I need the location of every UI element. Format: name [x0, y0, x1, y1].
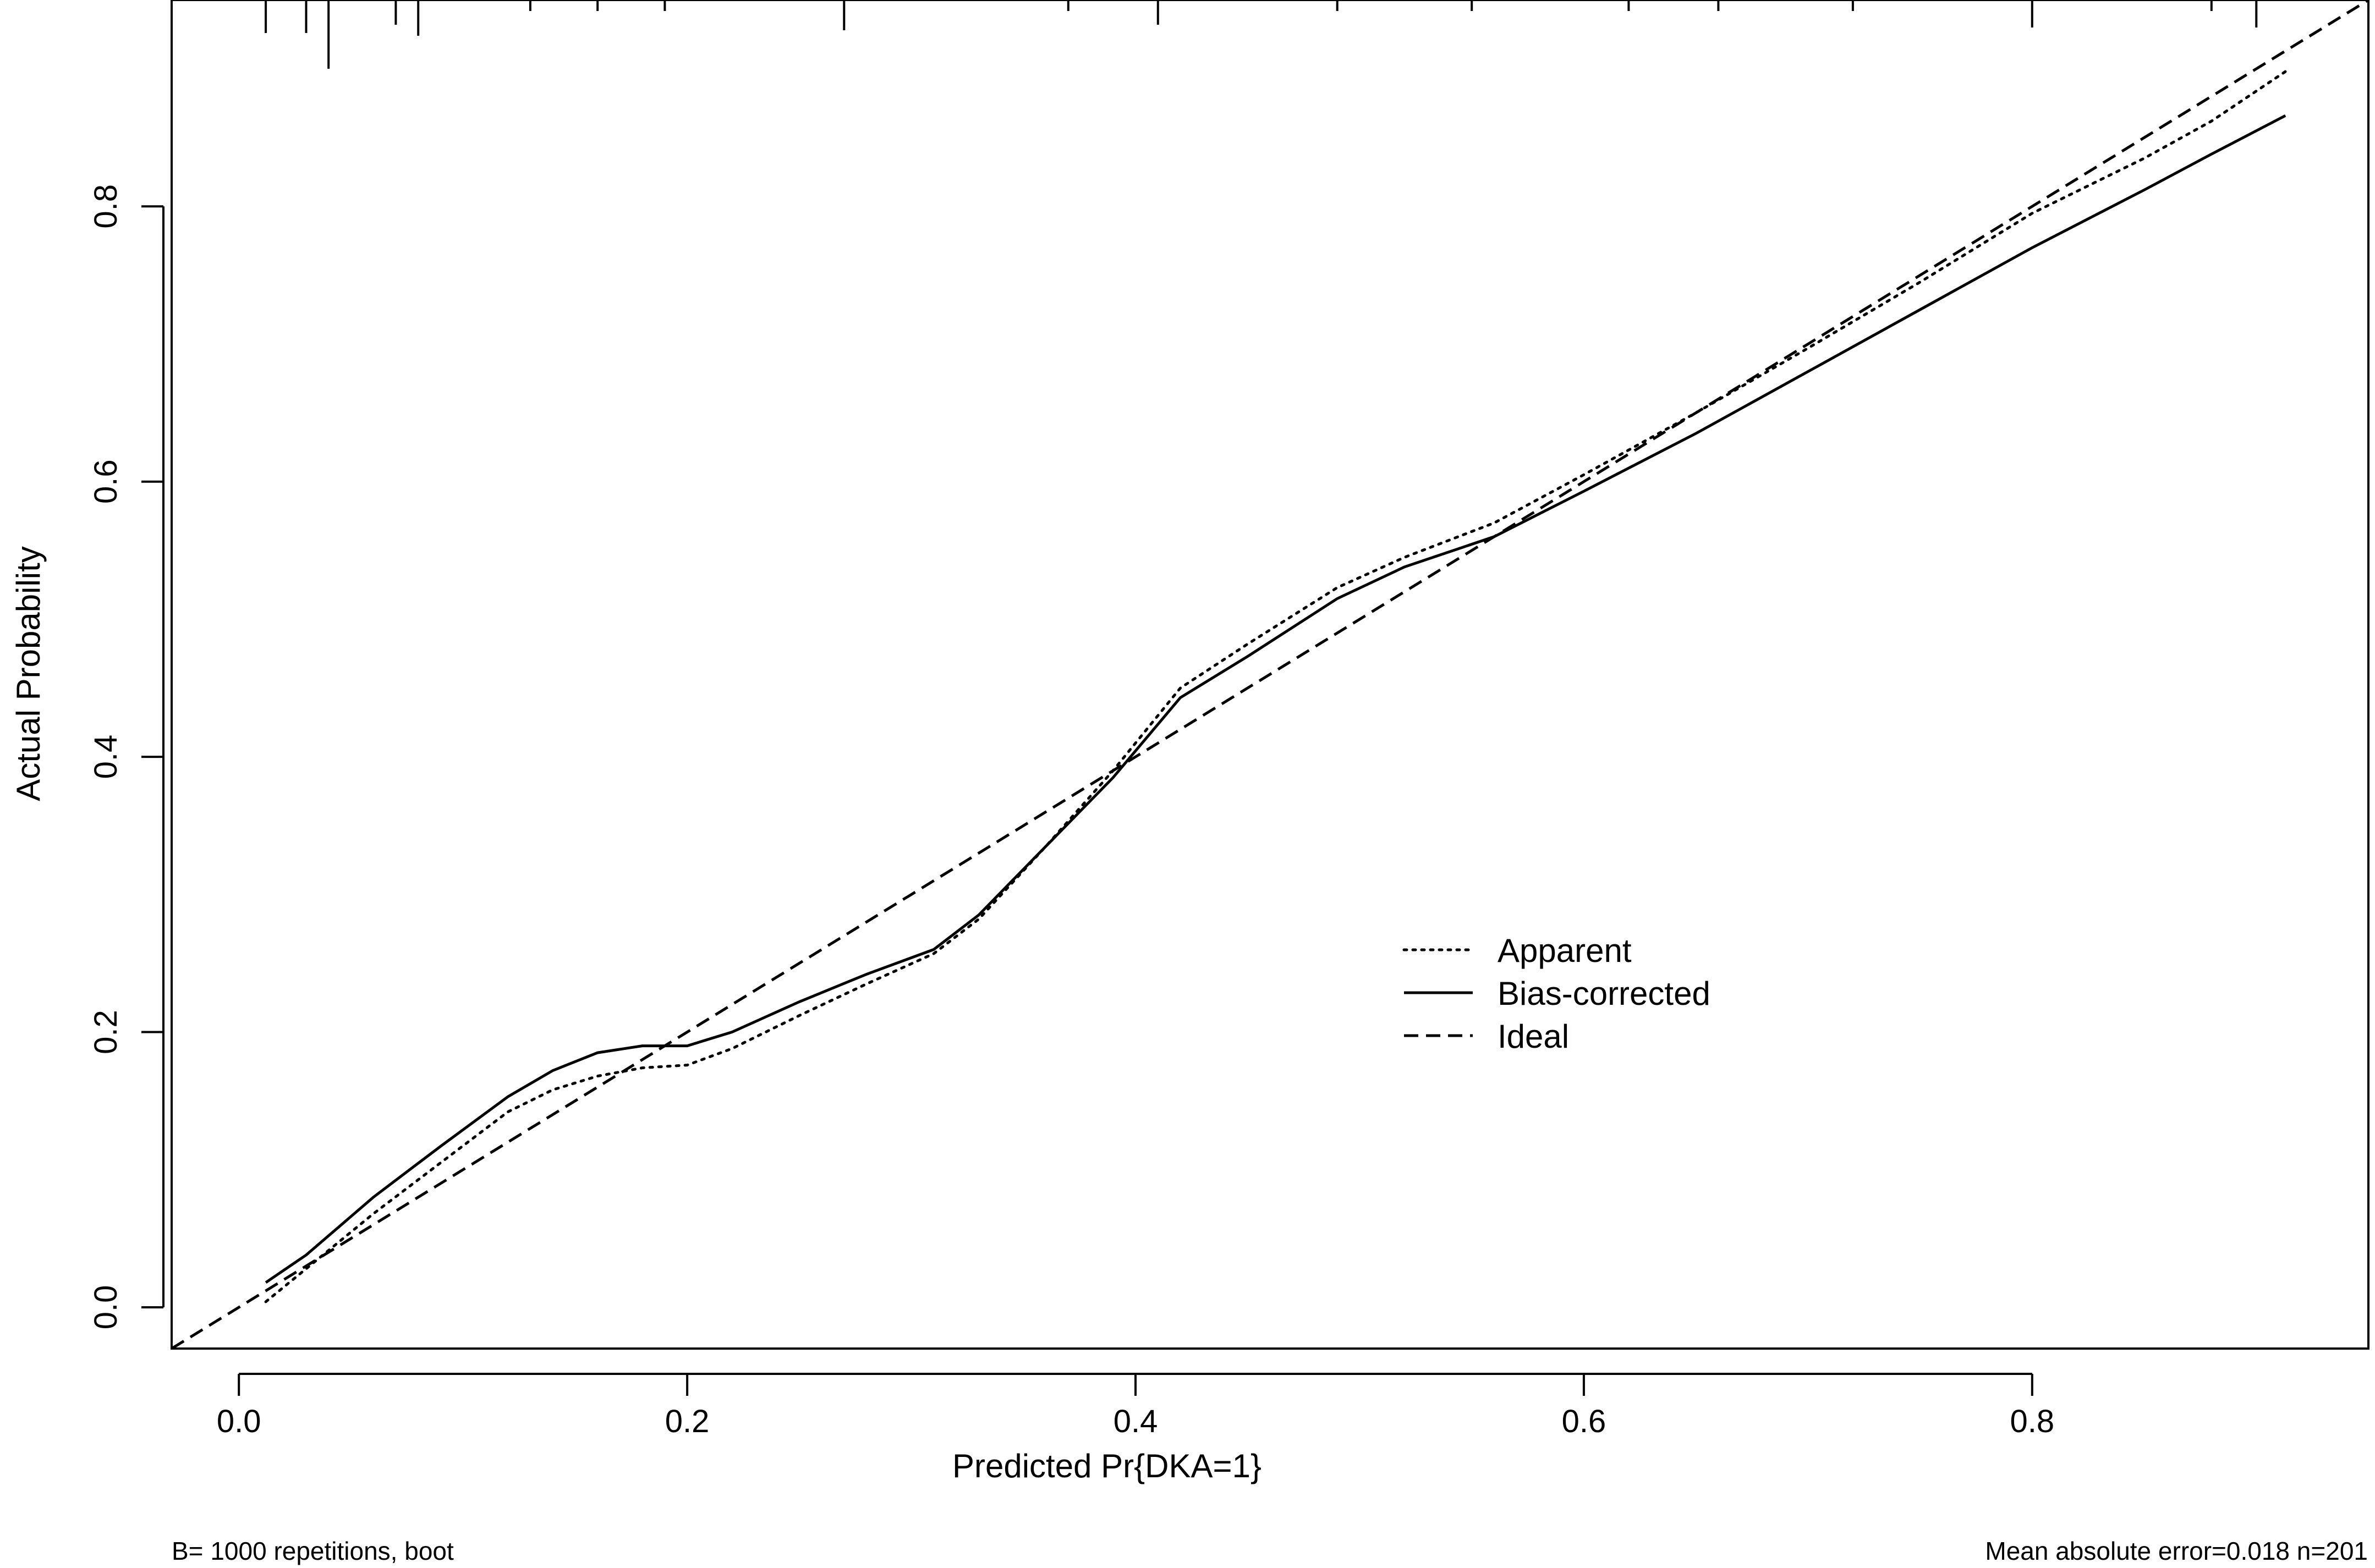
- y-tick-label: 0.4: [88, 735, 124, 779]
- series-line-ideal: [171, 0, 2369, 1350]
- y-axis-title: Actual Probability: [10, 546, 47, 801]
- y-tick-label: 0.0: [88, 1285, 124, 1330]
- x-axis-title: Predicted Pr{DKA=1}: [952, 1448, 1261, 1484]
- series-layer: [171, 0, 2369, 1350]
- y-tick-label: 0.2: [88, 1010, 124, 1054]
- series-line-apparent: [264, 70, 2287, 1303]
- x-tick-label: 0.0: [217, 1404, 261, 1439]
- plot-area: [171, 0, 2369, 1350]
- legend-label-apparent: Apparent: [1498, 932, 1632, 969]
- y-tick-label: 0.8: [88, 184, 124, 229]
- legend: Apparent Bias-corrected Ideal: [1402, 932, 1710, 1055]
- x-tick-label: 0.4: [1114, 1404, 1158, 1439]
- y-axis: 0.0 0.2 0.4 0.6 0.8: [88, 184, 164, 1330]
- legend-label-ideal: Ideal: [1498, 1018, 1569, 1055]
- x-tick-label: 0.6: [1562, 1404, 1606, 1439]
- legend-label-bias-corrected: Bias-corrected: [1498, 975, 1710, 1012]
- x-tick-label: 0.8: [2010, 1404, 2055, 1439]
- footnote-error: Mean absolute error=0.018 n=201: [1985, 1537, 2368, 1565]
- series-line-bias-corrected: [265, 114, 2286, 1284]
- x-tick-label: 0.2: [665, 1404, 710, 1439]
- footnote-repetitions: B= 1000 repetitions, boot: [172, 1537, 454, 1565]
- y-tick-label: 0.6: [88, 459, 124, 504]
- rug-marks: [265, 0, 2258, 69]
- x-axis: 0.0 0.2 0.4 0.6 0.8: [217, 1373, 2055, 1439]
